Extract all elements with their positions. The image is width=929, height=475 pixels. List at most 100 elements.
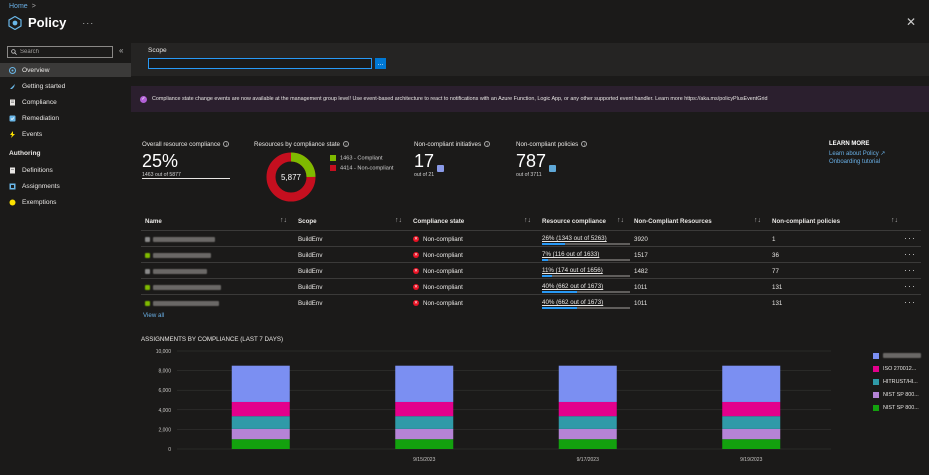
resource-icon	[145, 252, 150, 258]
chart-bar-segment	[231, 416, 290, 429]
learn-about-policy-link[interactable]: Learn about Policy ↗	[829, 151, 886, 157]
legend-item[interactable]: ISO 270012...	[873, 362, 921, 375]
sidebar-item-overview[interactable]: Overview	[0, 63, 131, 77]
row-name[interactable]	[145, 284, 221, 291]
compliance-state-card: Resources by compliance state i	[254, 141, 349, 148]
column-noncompliant-resources[interactable]: Non-Compliant Resources	[634, 218, 712, 225]
sort-icon[interactable]: ↑↓	[395, 217, 402, 224]
breadcrumb-home-link[interactable]: Home	[9, 3, 28, 10]
column-compliance-state[interactable]: Compliance state	[413, 218, 465, 225]
column-noncompliant-policies[interactable]: Non-compliant policies	[772, 218, 841, 225]
row-compliance-state: ✕ Non-compliant	[413, 252, 463, 259]
row-resource-compliance[interactable]: 40% (662 out of 1673)	[542, 299, 630, 309]
assignments-chart: 0 2,000 4,000 6,000 8,000 10,000 9/15/2023 9/17…	[156, 349, 831, 463]
sidebar-item-getting-started[interactable]: Getting started	[0, 79, 131, 93]
row-name[interactable]	[145, 252, 211, 259]
info-icon[interactable]: i	[223, 141, 230, 148]
legend-item[interactable]: NIST SP 800...	[873, 388, 921, 401]
y-tick-label: 10,000	[156, 349, 172, 355]
row-name[interactable]	[145, 268, 207, 275]
info-check-icon: ✓	[140, 95, 147, 103]
row-more-icon[interactable]: ···	[904, 233, 916, 243]
redacted-name	[153, 284, 221, 290]
legend-item[interactable]: NIST SP 800...	[873, 401, 921, 414]
info-icon[interactable]: i	[581, 141, 588, 148]
sort-icon[interactable]: ↑↓	[524, 217, 531, 224]
sidebar-item-compliance[interactable]: Compliance	[0, 95, 131, 109]
chart-bar-segment	[231, 401, 290, 417]
table-row[interactable]: BuildEnv ✕ Non-compliant 40% (662 out of 16…	[141, 278, 921, 294]
onboarding-tutorial-link[interactable]: Onboarding tutorial	[829, 159, 881, 165]
initiatives-sub: out of 21	[414, 172, 435, 178]
legend-swatch	[873, 352, 879, 359]
redacted-name	[153, 236, 215, 242]
chart-bar-segment	[558, 365, 617, 402]
initiatives-label: Non-compliant initiatives	[414, 141, 482, 148]
policies-sub: out of 3711	[516, 172, 542, 178]
info-icon[interactable]: i	[484, 141, 491, 148]
noncompliant-policies-card: Non-compliant policies i 787 out of 3711	[516, 141, 588, 178]
row-resource-compliance[interactable]: 40% (662 out of 1673)	[542, 283, 630, 293]
collapse-sidebar-icon[interactable]: «	[119, 46, 124, 55]
row-name[interactable]	[145, 236, 215, 243]
chart-bar-segment	[395, 401, 454, 417]
row-state-text: Non-compliant	[423, 284, 463, 291]
table-row[interactable]: BuildEnv ✕ Non-compliant 40% (662 out of 16…	[141, 294, 921, 310]
sidebar-item-definitions[interactable]: Definitions	[0, 163, 131, 177]
table-row[interactable]: BuildEnv ✕ Non-compliant 11% (174 out of 16…	[141, 262, 921, 278]
row-compliance-state: ✕ Non-compliant	[413, 236, 463, 243]
sidebar-item-exemptions[interactable]: Exemptions	[0, 195, 131, 209]
row-more-icon[interactable]: ···	[904, 249, 916, 259]
error-icon: ✕	[413, 300, 419, 307]
column-resource-compliance[interactable]: Resource compliance	[542, 218, 606, 225]
row-resource-compliance[interactable]: 11% (174 out of 1656)	[542, 267, 630, 277]
more-options-icon[interactable]: ···	[82, 17, 95, 28]
rc-progress-fill	[542, 307, 578, 309]
breadcrumb: Home >	[9, 3, 36, 10]
legend-item[interactable]	[873, 349, 921, 362]
view-all-link[interactable]: View all	[143, 312, 165, 319]
close-icon[interactable]: ✕	[905, 15, 916, 29]
scope-picker-button[interactable]: ...	[375, 58, 386, 69]
table-row[interactable]: BuildEnv ✕ Non-compliant 26% (1343 out of 5…	[141, 230, 921, 246]
authoring-heading: Authoring	[9, 150, 41, 157]
sidebar-item-label: Events	[22, 130, 43, 138]
row-more-icon[interactable]: ···	[904, 297, 916, 307]
legend-item[interactable]: HITRUST/HI...	[873, 375, 921, 388]
row-scope: BuildEnv	[298, 284, 323, 291]
table-row[interactable]: BuildEnv ✕ Non-compliant 7% (116 out of 163…	[141, 246, 921, 262]
legend-label: ISO 270012...	[883, 365, 917, 372]
chart-bar-segment	[231, 439, 290, 449]
row-more-icon[interactable]: ···	[904, 265, 916, 275]
x-tick-label: 9/19/2023	[740, 457, 762, 463]
search-input[interactable]	[20, 49, 110, 55]
sidebar-item-remediation[interactable]: Remediation	[0, 111, 131, 125]
sidebar-item-events[interactable]: Events	[0, 127, 131, 141]
row-more-icon[interactable]: ···	[904, 281, 916, 291]
scope-input[interactable]	[148, 58, 372, 69]
rc-progress-bar	[542, 259, 630, 261]
sort-icon[interactable]: ↑↓	[754, 217, 761, 224]
row-noncompliant-resources: 3920	[634, 236, 648, 243]
sort-icon[interactable]: ↑↓	[891, 217, 898, 224]
policy-icon	[8, 15, 22, 30]
row-noncompliant-resources: 1517	[634, 252, 648, 259]
sort-icon[interactable]: ↑↓	[280, 217, 287, 224]
rc-progress-fill	[542, 291, 578, 293]
initiatives-value: 17	[414, 151, 435, 171]
column-name[interactable]: Name	[145, 218, 162, 225]
sort-icon[interactable]: ↑↓	[617, 217, 624, 224]
row-name[interactable]	[145, 300, 219, 307]
chart-bar-segment	[395, 416, 454, 429]
sidebar-item-assignments[interactable]: Assignments	[0, 179, 131, 193]
chart-bar-segment	[231, 365, 290, 402]
rc-progress-bar	[542, 307, 630, 309]
row-resource-compliance[interactable]: 26% (1343 out of 5263)	[542, 235, 630, 245]
legend-swatch	[873, 365, 879, 372]
column-scope[interactable]: Scope	[298, 218, 317, 225]
sidebar: « Overview Getting started Compliance Re…	[0, 43, 131, 475]
row-resource-compliance[interactable]: 7% (116 out of 1633)	[542, 251, 630, 261]
info-icon[interactable]: i	[342, 141, 349, 148]
legend-label: NIST SP 800...	[883, 391, 919, 398]
row-scope: BuildEnv	[298, 252, 323, 259]
